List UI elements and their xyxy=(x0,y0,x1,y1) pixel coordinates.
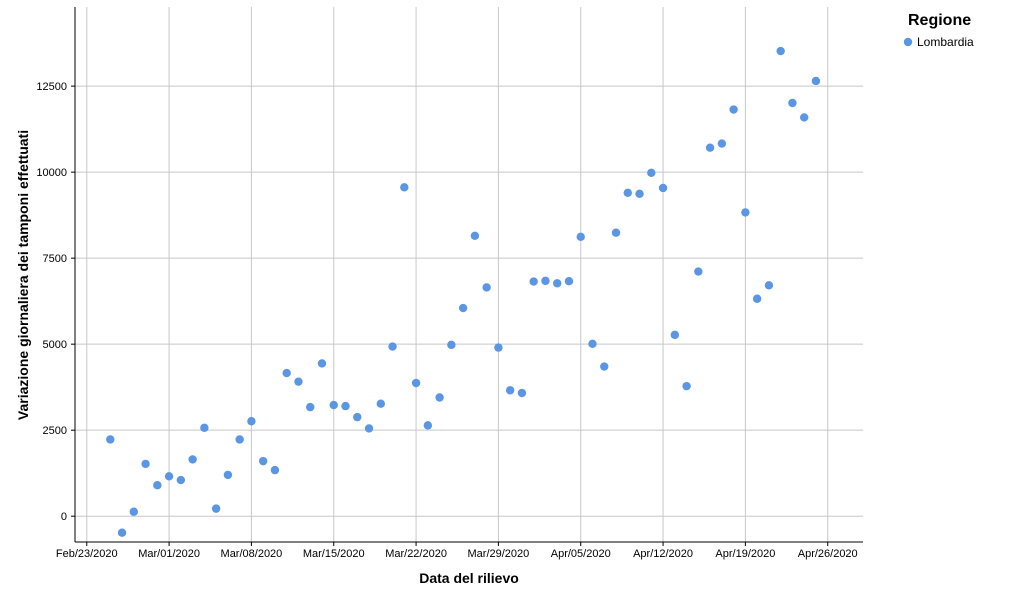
data-point xyxy=(482,283,491,292)
data-point xyxy=(529,277,538,286)
data-point xyxy=(270,465,280,475)
x-tick-label: Apr/12/2020 xyxy=(633,548,693,560)
legend-title: Regione xyxy=(908,12,971,29)
data-point xyxy=(799,113,809,122)
data-point xyxy=(729,105,738,114)
data-point xyxy=(376,399,385,408)
data-point xyxy=(341,401,350,411)
y-tick-label: 7500 xyxy=(43,253,67,265)
data-point xyxy=(106,435,115,444)
x-tick-label: Mar/01/2020 xyxy=(138,548,200,560)
data-point xyxy=(611,228,621,237)
plot-background xyxy=(75,7,863,542)
data-point xyxy=(717,139,727,148)
data-point xyxy=(223,470,233,480)
data-point xyxy=(788,98,797,108)
y-tick-label: 5000 xyxy=(43,339,67,351)
data-point xyxy=(505,386,515,395)
data-point xyxy=(776,46,785,56)
x-tick-label: Apr/19/2020 xyxy=(715,548,775,560)
data-point xyxy=(470,231,480,240)
y-tick-label: 10000 xyxy=(36,167,67,179)
x-tick-label: Feb/23/2020 xyxy=(56,548,118,560)
data-point xyxy=(353,412,362,422)
data-point xyxy=(764,281,774,290)
x-axis-title: Data del rilievo xyxy=(419,570,519,586)
data-point xyxy=(400,183,409,192)
data-point xyxy=(564,277,574,286)
y-tick-label: 2500 xyxy=(43,425,67,437)
data-point xyxy=(658,183,668,193)
data-point xyxy=(188,455,197,464)
x-axis-ticks: Feb/23/2020 Mar/01/2020 Mar/08/2020 Mar/15/… xyxy=(56,542,858,560)
data-point xyxy=(752,294,762,303)
data-point xyxy=(541,276,550,286)
data-point xyxy=(317,359,327,368)
data-point xyxy=(517,388,527,398)
data-point xyxy=(117,528,127,537)
data-point xyxy=(741,208,750,217)
data-point xyxy=(694,267,703,276)
data-point xyxy=(447,340,456,350)
data-point xyxy=(623,188,632,197)
data-point xyxy=(235,435,244,444)
legend-label-lombardia: Lombardia xyxy=(917,35,974,49)
data-point xyxy=(553,279,562,288)
legend: Regione Lombardia xyxy=(903,12,974,49)
data-point xyxy=(258,456,268,466)
data-point xyxy=(364,424,374,433)
y-axis-title: Variazione giornaliera dei tamponi effet… xyxy=(15,130,31,420)
y-tick-label: 0 xyxy=(61,511,67,523)
data-point xyxy=(435,393,444,402)
data-point xyxy=(705,143,715,152)
data-point xyxy=(670,330,680,340)
x-gridlines xyxy=(86,7,829,542)
data-point xyxy=(294,377,303,386)
data-point xyxy=(200,423,209,432)
data-point xyxy=(423,421,433,430)
data-point xyxy=(635,189,644,199)
x-tick-label: Mar/15/2020 xyxy=(303,548,365,560)
y-tick-label: 12500 xyxy=(36,81,67,93)
data-point xyxy=(153,481,162,490)
data-points xyxy=(106,46,821,537)
data-point xyxy=(211,504,221,513)
data-point xyxy=(247,417,256,426)
data-point xyxy=(588,339,597,349)
data-point xyxy=(576,232,585,242)
data-point xyxy=(176,475,186,485)
x-tick-label: Mar/08/2020 xyxy=(221,548,283,560)
data-point xyxy=(458,303,468,313)
data-point xyxy=(141,459,150,469)
plot-area: Feb/23/2020 Mar/01/2020 Mar/08/2020 Mar/15/… xyxy=(36,7,863,560)
data-point xyxy=(647,168,656,178)
data-point xyxy=(129,507,139,516)
x-tick-label: Mar/22/2020 xyxy=(385,548,447,560)
x-tick-label: Apr/05/2020 xyxy=(551,548,611,560)
data-point xyxy=(164,472,174,481)
data-point xyxy=(306,402,315,412)
x-tick-label: Apr/26/2020 xyxy=(798,548,858,560)
data-point xyxy=(682,381,691,391)
x-tick-label: Mar/29/2020 xyxy=(468,548,530,560)
data-point xyxy=(388,342,397,351)
y-axis-ticks: 0 2500 5000 7500 10000 12500 xyxy=(36,81,75,523)
data-point xyxy=(282,368,291,378)
data-point xyxy=(411,378,421,388)
data-point xyxy=(329,400,338,410)
data-point xyxy=(494,343,503,352)
legend-marker-lombardia xyxy=(903,37,913,47)
data-point xyxy=(811,76,821,86)
data-point xyxy=(600,362,609,371)
